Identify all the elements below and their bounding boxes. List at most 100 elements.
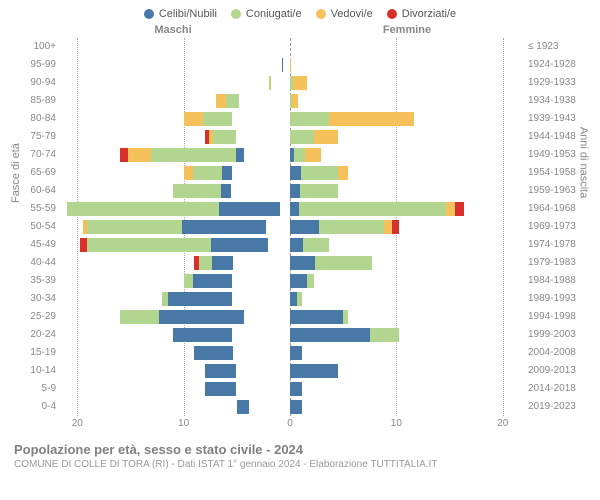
bar-segment xyxy=(290,184,300,198)
pyramid-row xyxy=(56,56,524,74)
bar-segment xyxy=(211,238,268,252)
bar-segment xyxy=(219,202,280,216)
bar-segment xyxy=(370,328,399,342)
male-side xyxy=(56,182,290,200)
male-side xyxy=(56,164,290,182)
birth-label: 1999-2003 xyxy=(528,326,588,344)
bar-segment xyxy=(294,148,306,162)
female-bar xyxy=(290,238,386,252)
bar-segment xyxy=(290,58,291,72)
age-label: 0-4 xyxy=(12,398,56,416)
bar-segment xyxy=(199,256,212,270)
legend-item-coniugati: Coniugati/e xyxy=(231,8,302,20)
age-label: 5-9 xyxy=(12,380,56,398)
bar-segment xyxy=(182,220,267,234)
bar-segment xyxy=(290,364,338,378)
female-side xyxy=(290,236,524,254)
age-label: 100+ xyxy=(12,38,56,56)
age-label: 15-19 xyxy=(12,344,56,362)
bar-segment xyxy=(213,130,236,144)
age-label: 35-39 xyxy=(12,272,56,290)
male-bar xyxy=(173,328,290,342)
male-side xyxy=(56,236,290,254)
bar-segment xyxy=(446,202,455,216)
age-label: 40-44 xyxy=(12,254,56,272)
male-side xyxy=(56,38,290,56)
female-bar xyxy=(290,184,396,198)
legend-label: Divorziati/e xyxy=(402,8,456,20)
pyramid-row xyxy=(56,110,524,128)
population-pyramid-chart: Celibi/Nubili Coniugati/e Vedovi/e Divor… xyxy=(0,0,600,500)
bar-segment xyxy=(290,310,343,324)
bar-segment xyxy=(290,274,307,288)
chart-title: Popolazione per età, sesso e stato civil… xyxy=(14,442,588,457)
yaxis-left-title: Fasce di età xyxy=(10,143,22,203)
bar-segment xyxy=(455,202,464,216)
bar-segment xyxy=(237,400,249,414)
header-males: Maschi xyxy=(56,24,290,36)
male-side xyxy=(56,56,290,74)
bars-area xyxy=(56,38,524,416)
bar-segment xyxy=(159,310,244,324)
female-bar xyxy=(290,112,460,126)
bar-segment xyxy=(184,112,203,126)
male-bar xyxy=(162,292,290,306)
birth-label: 2014-2018 xyxy=(528,380,588,398)
bar-segment xyxy=(343,310,348,324)
bar-segment xyxy=(290,328,370,342)
female-side xyxy=(290,164,524,182)
bar-segment xyxy=(292,94,298,108)
female-bar xyxy=(290,220,450,234)
female-bar xyxy=(290,148,375,162)
xaxis: 201001020 xyxy=(12,418,588,432)
female-bar xyxy=(290,202,492,216)
birth-label: 1964-1968 xyxy=(528,200,588,218)
bar-segment xyxy=(203,112,232,126)
male-bar xyxy=(173,184,290,198)
birth-label: 1934-1938 xyxy=(528,92,588,110)
bar-segment xyxy=(120,148,128,162)
male-bar xyxy=(216,94,290,108)
bar-segment xyxy=(151,148,236,162)
female-bar xyxy=(290,94,333,108)
bar-segment xyxy=(222,166,232,180)
bar-segment xyxy=(270,76,271,90)
pyramid-row xyxy=(56,164,524,182)
female-bar xyxy=(290,166,407,180)
bar-segment xyxy=(319,220,384,234)
female-bar xyxy=(290,346,343,360)
pyramid-row xyxy=(56,398,524,416)
female-side xyxy=(290,254,524,272)
legend-swatch xyxy=(231,9,241,19)
bar-segment xyxy=(392,220,399,234)
male-side xyxy=(56,200,290,218)
birth-label: 1989-1993 xyxy=(528,290,588,308)
bar-segment xyxy=(128,148,151,162)
header-females: Femmine xyxy=(290,24,524,36)
male-bar xyxy=(184,112,290,126)
male-bar xyxy=(205,364,290,378)
female-side xyxy=(290,290,524,308)
birth-label: 2019-2023 xyxy=(528,398,588,416)
pyramid-row xyxy=(56,290,524,308)
female-side xyxy=(290,128,524,146)
male-bar xyxy=(205,382,290,396)
legend-swatch xyxy=(316,9,326,19)
age-label: 50-54 xyxy=(12,218,56,236)
pyramid-row xyxy=(56,272,524,290)
female-bar xyxy=(290,310,407,324)
male-side xyxy=(56,326,290,344)
male-side xyxy=(56,290,290,308)
male-bar xyxy=(120,148,290,162)
yaxis-right-title: Anni di nascita xyxy=(578,127,590,199)
bar-segment xyxy=(168,292,232,306)
xaxis-tick: 0 xyxy=(287,418,293,429)
female-bar xyxy=(290,256,428,270)
male-side xyxy=(56,362,290,380)
male-bar xyxy=(269,76,290,90)
male-side xyxy=(56,272,290,290)
bar-segment xyxy=(307,274,314,288)
bar-segment xyxy=(290,112,329,126)
birth-label: 1969-1973 xyxy=(528,218,588,236)
birth-label: ≤ 1923 xyxy=(528,38,588,56)
